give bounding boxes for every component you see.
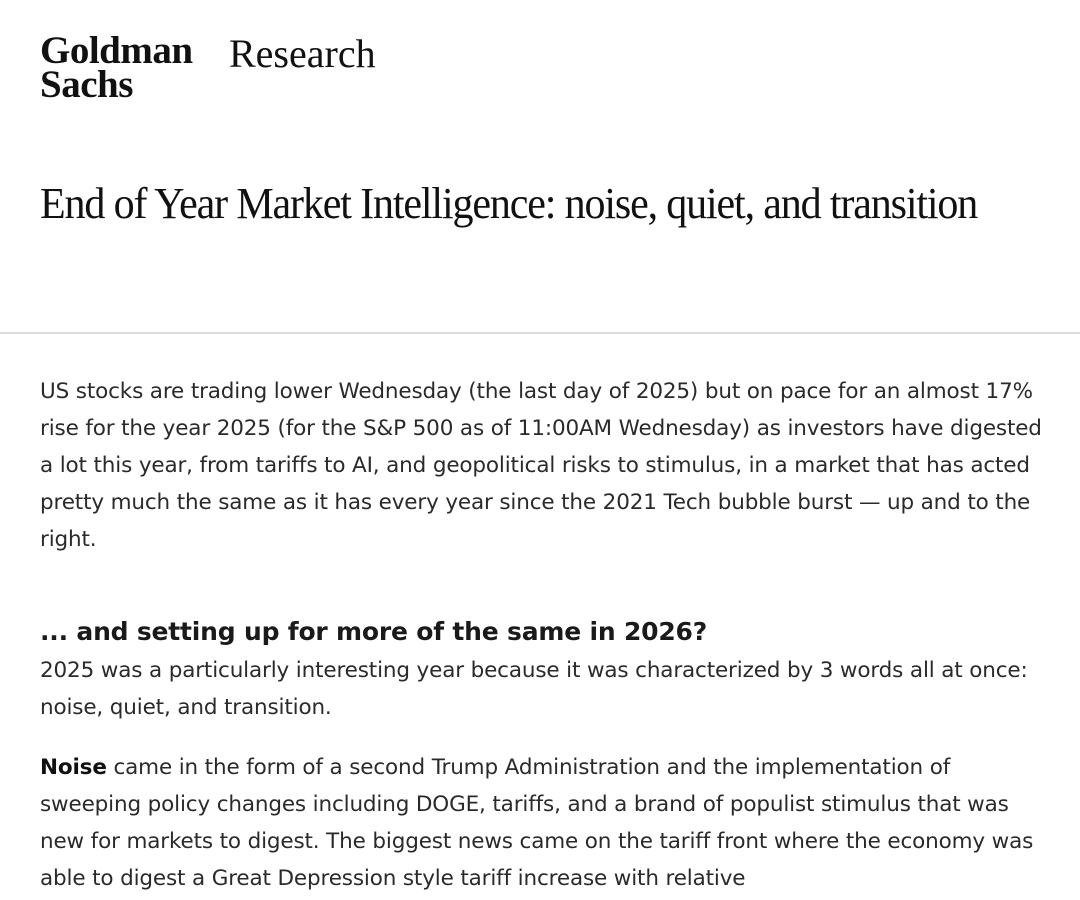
paragraph-3-body: came in the form of a second Trump Admin…	[40, 755, 1034, 891]
section-label-research[interactable]: Research	[229, 31, 376, 76]
paragraph-2: 2025 was a particularly interesting year…	[40, 658, 1028, 720]
intro-paragraph: US stocks are trading lower Wednesday (t…	[40, 379, 1042, 552]
article-title: End of Year Market Intelligence: noise, …	[40, 179, 978, 228]
logo-line-1: Goldman	[40, 29, 193, 72]
section-subheading: ... and setting up for more of the same …	[40, 617, 708, 646]
header-divider	[0, 332, 1080, 334]
paragraph-3-lead: Noise	[40, 755, 107, 780]
goldman-sachs-logo[interactable]: Goldman Sachs	[40, 29, 193, 106]
logo-line-2: Sachs	[40, 63, 133, 106]
paragraph-3: Noise came in the form of a second Trump…	[40, 749, 1050, 897]
